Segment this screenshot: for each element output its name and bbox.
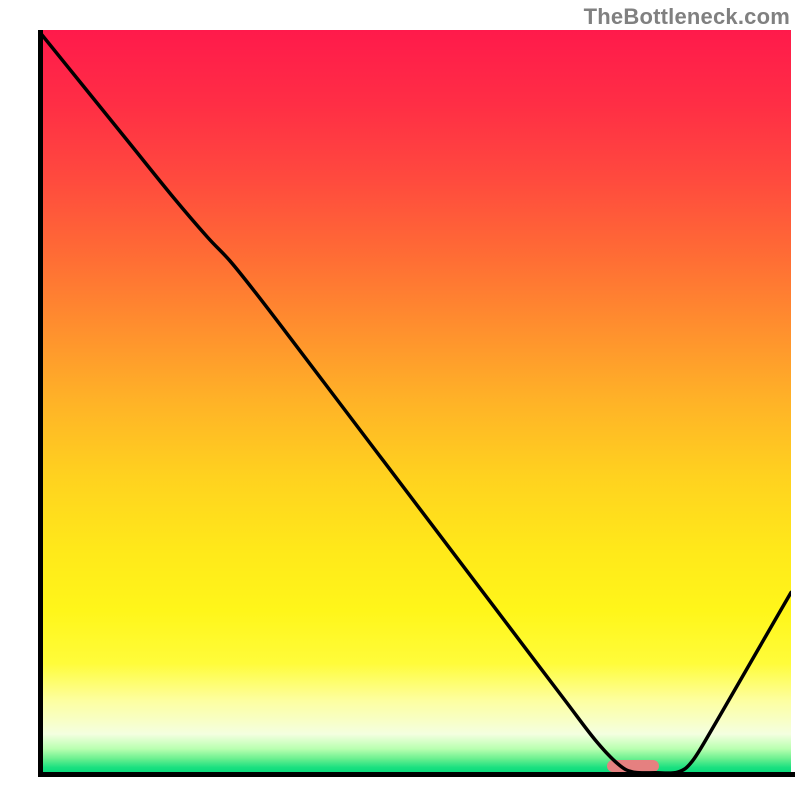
watermark-text: TheBottleneck.com: [584, 4, 790, 30]
chart-container: TheBottleneck.com: [0, 0, 800, 800]
plot-area: [38, 30, 791, 775]
x-axis-line: [38, 772, 795, 777]
bottleneck-curve: [38, 30, 791, 775]
y-axis-line: [38, 30, 43, 777]
